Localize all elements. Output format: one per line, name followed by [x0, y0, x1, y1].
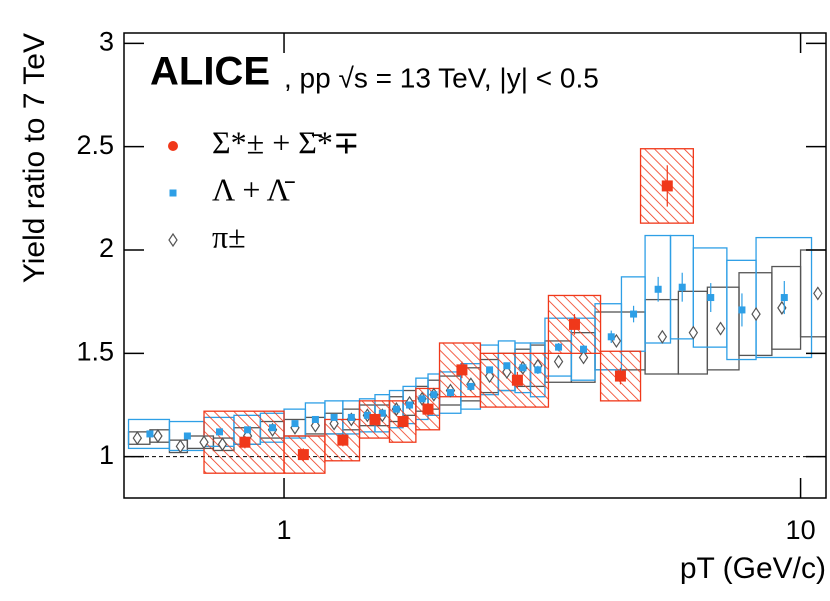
point: [406, 401, 414, 409]
point: [607, 333, 615, 341]
point: [555, 343, 563, 351]
y-tick-label: 2: [99, 233, 114, 263]
point: [175, 439, 186, 454]
point: [657, 329, 668, 344]
point: [369, 413, 381, 425]
point: [297, 449, 309, 461]
point: [568, 318, 580, 330]
point: [780, 294, 788, 302]
legend-label: Λ + Λ̄: [212, 171, 295, 207]
point: [578, 350, 589, 365]
chart-subtitle: , pp √s = 13 TeV, |y| < 0.5: [284, 62, 599, 93]
point: [534, 366, 542, 374]
frame: [123, 32, 827, 499]
point: [553, 354, 564, 369]
point: [661, 180, 673, 192]
point: [146, 430, 154, 438]
point: [511, 374, 523, 386]
point: [751, 306, 761, 322]
legend-marker: [169, 189, 177, 197]
point: [217, 437, 228, 452]
point: [467, 382, 475, 390]
point: [269, 424, 277, 432]
point: [813, 286, 823, 301]
point: [715, 321, 726, 336]
point: [707, 294, 715, 302]
y-tick-label: 1.5: [76, 336, 114, 366]
y-tick-label: 1: [99, 440, 114, 470]
syst-box: [755, 236, 813, 359]
point: [654, 285, 662, 293]
point: [614, 370, 626, 382]
point: [430, 391, 438, 399]
point: [503, 362, 511, 370]
point: [239, 436, 251, 448]
point: [244, 426, 252, 434]
point: [678, 283, 686, 291]
point: [519, 364, 527, 372]
point: [456, 364, 468, 376]
point: [199, 435, 209, 450]
point: [215, 428, 223, 436]
legend-marker: [168, 232, 178, 248]
legend-label: Σ*± + Σ̄*∓: [212, 124, 360, 160]
point: [392, 405, 400, 413]
x-tick-label: 1: [277, 515, 292, 545]
y-tick-label: 2.5: [76, 130, 114, 160]
y-tick-label: 3: [99, 26, 114, 56]
point: [738, 306, 746, 314]
point: [378, 409, 386, 417]
point: [183, 432, 191, 440]
point: [337, 434, 349, 446]
point: [630, 310, 638, 318]
point: [397, 416, 409, 428]
legend-label: π±: [212, 218, 246, 254]
chart-title: ALICE: [150, 50, 270, 94]
point: [422, 403, 434, 415]
point: [347, 413, 355, 421]
point: [311, 415, 319, 423]
x-axis-label: pT (GeV/c): [680, 552, 826, 585]
point: [446, 389, 454, 397]
point: [688, 325, 699, 340]
y-axis-label: Yield ratio to 7 TeV: [18, 33, 51, 283]
legend-marker: [168, 141, 178, 151]
point: [330, 413, 338, 421]
point: [486, 366, 494, 374]
plot-area: [124, 148, 826, 474]
point: [291, 420, 299, 428]
point: [153, 428, 163, 444]
x-tick-label: 10: [786, 515, 816, 545]
point: [363, 411, 371, 419]
point: [132, 430, 143, 446]
point: [580, 345, 588, 353]
point: [418, 395, 426, 403]
